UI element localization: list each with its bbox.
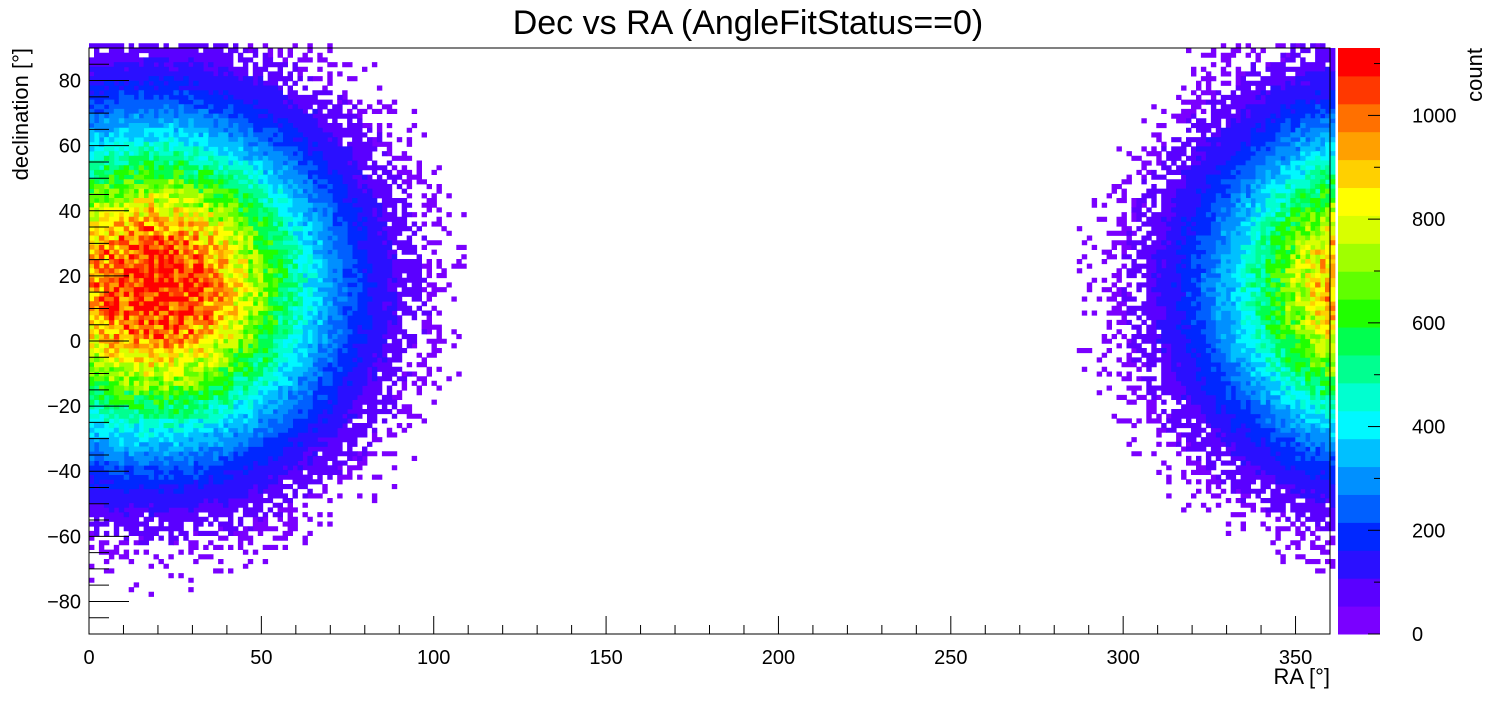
y-axis-title: declination [°] <box>8 48 33 180</box>
colorbar-segment <box>1338 103 1380 133</box>
y-tick-label: −80 <box>47 591 81 613</box>
colorbar-segment <box>1338 271 1380 300</box>
colorbar-segment <box>1338 494 1380 523</box>
colorbar-segment <box>1338 48 1380 77</box>
heatmap-cell-group-13 <box>89 165 1336 405</box>
x-tick-label: 50 <box>250 647 272 669</box>
x-axis-title: RA [°] <box>1274 664 1330 689</box>
y-tick-label: −20 <box>47 396 81 418</box>
y-tick-label: 40 <box>59 201 81 223</box>
colorbar-segment <box>1338 466 1380 495</box>
colorbar-segment <box>1338 327 1380 356</box>
x-tick-label: 350 <box>1279 647 1312 669</box>
colorbar-segment <box>1338 159 1380 189</box>
z-tick-label: 0 <box>1412 624 1423 646</box>
x-axis: 0 50 100 150 200 250 300 350 <box>83 616 1331 669</box>
colorbar-axis: 0 200 400 600 800 1000 <box>1368 63 1457 646</box>
colorbar-segment <box>1338 438 1380 468</box>
z-tick-label: 600 <box>1412 313 1445 335</box>
heatmap-cell-group-6 <box>89 123 1336 447</box>
colorbar-segment <box>1338 382 1380 412</box>
colorbar-title: count <box>1462 48 1487 102</box>
heatmap-cell-group-12 <box>89 179 1336 396</box>
z-tick-label: 800 <box>1412 209 1445 231</box>
heatmap-cells <box>89 43 1336 597</box>
y-axis: −80 −60 −40 −20 0 20 40 60 80 <box>47 47 129 635</box>
z-tick-label: 200 <box>1412 520 1445 542</box>
heatmap-cell-group-4 <box>89 90 1336 480</box>
x-tick-label: 300 <box>1106 647 1139 669</box>
x-tick-label: 0 <box>83 647 94 669</box>
colorbar-segment <box>1338 354 1380 384</box>
colorbar-segment <box>1338 578 1380 607</box>
colorbar-segment <box>1338 75 1380 105</box>
z-tick-label: 400 <box>1412 417 1445 439</box>
heatmap-cell-group-8 <box>89 137 1336 438</box>
heatmap-cell-group-5 <box>89 104 1336 466</box>
colorbar-segment <box>1338 522 1380 551</box>
y-tick-label: 60 <box>59 136 81 158</box>
y-tick-label: 20 <box>59 266 81 288</box>
colorbar-segment <box>1338 410 1380 440</box>
heatmap-cell-group-20 <box>94 226 209 340</box>
y-tick-label: −40 <box>47 461 81 483</box>
x-tick-label: 200 <box>762 647 795 669</box>
y-tick-label: −60 <box>47 526 81 548</box>
colorbar-segment <box>1338 131 1380 161</box>
colorbar <box>1338 48 1380 635</box>
colorbar-segment <box>1338 243 1380 272</box>
colorbar-segment <box>1338 606 1380 635</box>
colorbar-segment <box>1338 550 1380 579</box>
y-tick-label: 0 <box>70 331 81 353</box>
x-tick-label: 150 <box>589 647 622 669</box>
colorbar-segment <box>1338 215 1380 244</box>
y-tick-label: 80 <box>59 71 81 93</box>
x-tick-label: 100 <box>417 647 450 669</box>
colorbar-segment <box>1338 187 1380 216</box>
z-tick-label: 1000 <box>1412 105 1457 127</box>
chart-title: Dec vs RA (AngleFitStatus==0) <box>513 4 984 42</box>
x-tick-label: 250 <box>934 647 967 669</box>
